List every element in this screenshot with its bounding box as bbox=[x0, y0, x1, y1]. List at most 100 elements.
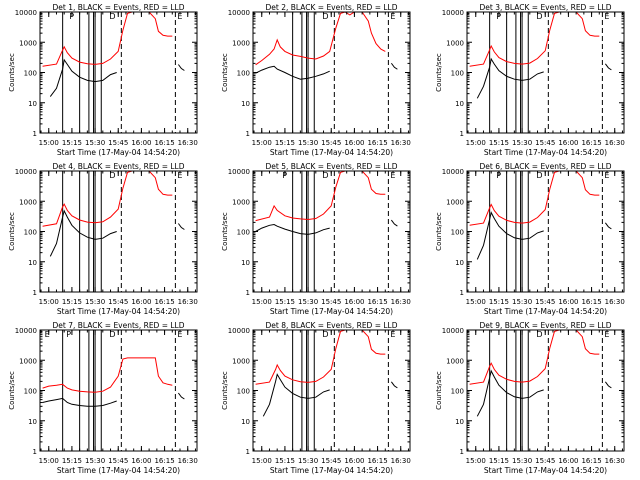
x-tick-label: 16:15 bbox=[367, 457, 387, 465]
y-tick-label: 1000 bbox=[232, 198, 250, 206]
x-tick-label: 15:45 bbox=[321, 139, 341, 147]
x-tick-label: 15:30 bbox=[85, 139, 105, 147]
plot-frame bbox=[39, 329, 198, 452]
x-tick-label: 15:30 bbox=[298, 457, 318, 465]
x-tick-label: 16:00 bbox=[131, 457, 151, 465]
plot-frame bbox=[466, 170, 625, 293]
x-tick-label: 16:30 bbox=[391, 139, 411, 147]
y-tick-label: 10 bbox=[455, 259, 464, 267]
lld-line bbox=[255, 171, 386, 222]
y-axis-label: Counts/sec bbox=[8, 371, 16, 410]
y-tick-label: 100 bbox=[451, 229, 464, 237]
x-tick-label: 16:15 bbox=[154, 457, 174, 465]
y-tick-label: 100 bbox=[24, 70, 37, 78]
x-tick-label: 15:45 bbox=[108, 298, 128, 306]
events-line-tail bbox=[390, 381, 398, 389]
events-line-tail bbox=[604, 381, 612, 389]
y-tick-label: 10 bbox=[455, 100, 464, 108]
y-axis-label: Counts/sec bbox=[435, 371, 443, 410]
x-tick-label: 16:00 bbox=[344, 457, 364, 465]
x-tick-label: 16:30 bbox=[178, 298, 198, 306]
series-group bbox=[255, 171, 398, 235]
y-tick-label: 1 bbox=[33, 130, 37, 138]
y-tick-label: 10 bbox=[28, 100, 37, 108]
y-tick-label: 100 bbox=[451, 388, 464, 396]
y-tick-label: 1000 bbox=[232, 357, 250, 365]
plot-frame bbox=[466, 11, 625, 134]
events-line-tail bbox=[177, 392, 185, 400]
y-tick-label: 10000 bbox=[15, 327, 37, 335]
x-tick-label: 15:15 bbox=[62, 139, 82, 147]
segment-marker: D bbox=[536, 330, 542, 339]
segment-marker: E bbox=[604, 12, 609, 21]
segment-marker: D bbox=[322, 330, 328, 339]
y-axis-label: Counts/sec bbox=[435, 53, 443, 92]
lld-line bbox=[42, 12, 173, 67]
events-line-tail bbox=[604, 63, 612, 71]
segment-marker: E bbox=[177, 171, 182, 180]
segment-marker: P bbox=[66, 330, 71, 339]
y-axis-label: Counts/sec bbox=[8, 212, 16, 251]
segment-marker: E bbox=[390, 330, 395, 339]
y-tick-label: 100 bbox=[237, 388, 250, 396]
x-tick-label: 15:15 bbox=[275, 139, 295, 147]
y-axis-label: Counts/sec bbox=[221, 53, 229, 92]
y-tick-label: 1000 bbox=[19, 198, 37, 206]
series-group bbox=[255, 330, 398, 417]
x-tick-label: 16:15 bbox=[581, 139, 601, 147]
y-tick-label: 1 bbox=[460, 289, 464, 297]
x-tick-label: 15:00 bbox=[466, 298, 486, 306]
y-tick-label: 1 bbox=[246, 448, 250, 456]
x-tick-label: 16:30 bbox=[391, 457, 411, 465]
chart-panel: Det 3, BLACK = Events, RED = LLDPDE11010… bbox=[435, 3, 625, 157]
x-tick-label: 16:15 bbox=[581, 457, 601, 465]
series-group bbox=[469, 12, 612, 99]
y-tick-label: 10000 bbox=[442, 168, 464, 176]
y-tick-label: 100 bbox=[237, 229, 250, 237]
x-tick-label: 15:00 bbox=[252, 139, 272, 147]
x-tick-label: 16:15 bbox=[367, 139, 387, 147]
y-tick-label: 10 bbox=[241, 259, 250, 267]
x-axis-label: Start Time (17-May-04 14:54:20) bbox=[270, 148, 393, 157]
y-tick-label: 10000 bbox=[15, 9, 37, 17]
y-tick-label: 1 bbox=[33, 289, 37, 297]
y-axis-label: Counts/sec bbox=[221, 371, 229, 410]
segment-marker: E bbox=[177, 12, 182, 21]
x-tick-label: 15:45 bbox=[535, 457, 555, 465]
x-tick-label: 15:45 bbox=[321, 298, 341, 306]
y-tick-label: 10000 bbox=[442, 327, 464, 335]
y-tick-label: 1 bbox=[460, 448, 464, 456]
y-tick-label: 1000 bbox=[446, 39, 464, 47]
x-tick-label: 15:45 bbox=[108, 457, 128, 465]
x-tick-label: 16:15 bbox=[154, 139, 174, 147]
x-tick-label: 16:00 bbox=[131, 139, 151, 147]
x-tick-label: 16:00 bbox=[558, 139, 578, 147]
segment-marker: D bbox=[109, 12, 115, 21]
y-tick-label: 10000 bbox=[228, 9, 250, 17]
lld-line bbox=[255, 330, 386, 385]
x-tick-label: 16:00 bbox=[558, 457, 578, 465]
x-axis-label: Start Time (17-May-04 14:54:20) bbox=[57, 148, 180, 157]
y-tick-label: 100 bbox=[24, 229, 37, 237]
chart-title: Det 5, BLACK = Events, RED = LLD bbox=[265, 162, 397, 171]
segment-marker: E bbox=[177, 330, 182, 339]
x-tick-label: 15:30 bbox=[512, 457, 532, 465]
x-tick-label: 15:15 bbox=[489, 457, 509, 465]
x-axis-label: Start Time (17-May-04 14:54:20) bbox=[484, 307, 607, 316]
lld-line bbox=[42, 171, 173, 227]
lld-line bbox=[469, 330, 600, 385]
events-line-tail bbox=[177, 223, 185, 230]
segment-marker: D bbox=[109, 330, 115, 339]
x-tick-label: 16:30 bbox=[605, 298, 625, 306]
y-tick-label: 1000 bbox=[446, 198, 464, 206]
x-tick-label: 16:00 bbox=[131, 298, 151, 306]
segment-marker: D bbox=[322, 171, 328, 180]
x-tick-label: 15:30 bbox=[298, 139, 318, 147]
y-tick-label: 1 bbox=[246, 130, 250, 138]
x-tick-label: 15:15 bbox=[275, 298, 295, 306]
lld-line bbox=[255, 12, 386, 66]
segment-marker: D bbox=[322, 12, 328, 21]
plot-frame bbox=[466, 329, 625, 452]
